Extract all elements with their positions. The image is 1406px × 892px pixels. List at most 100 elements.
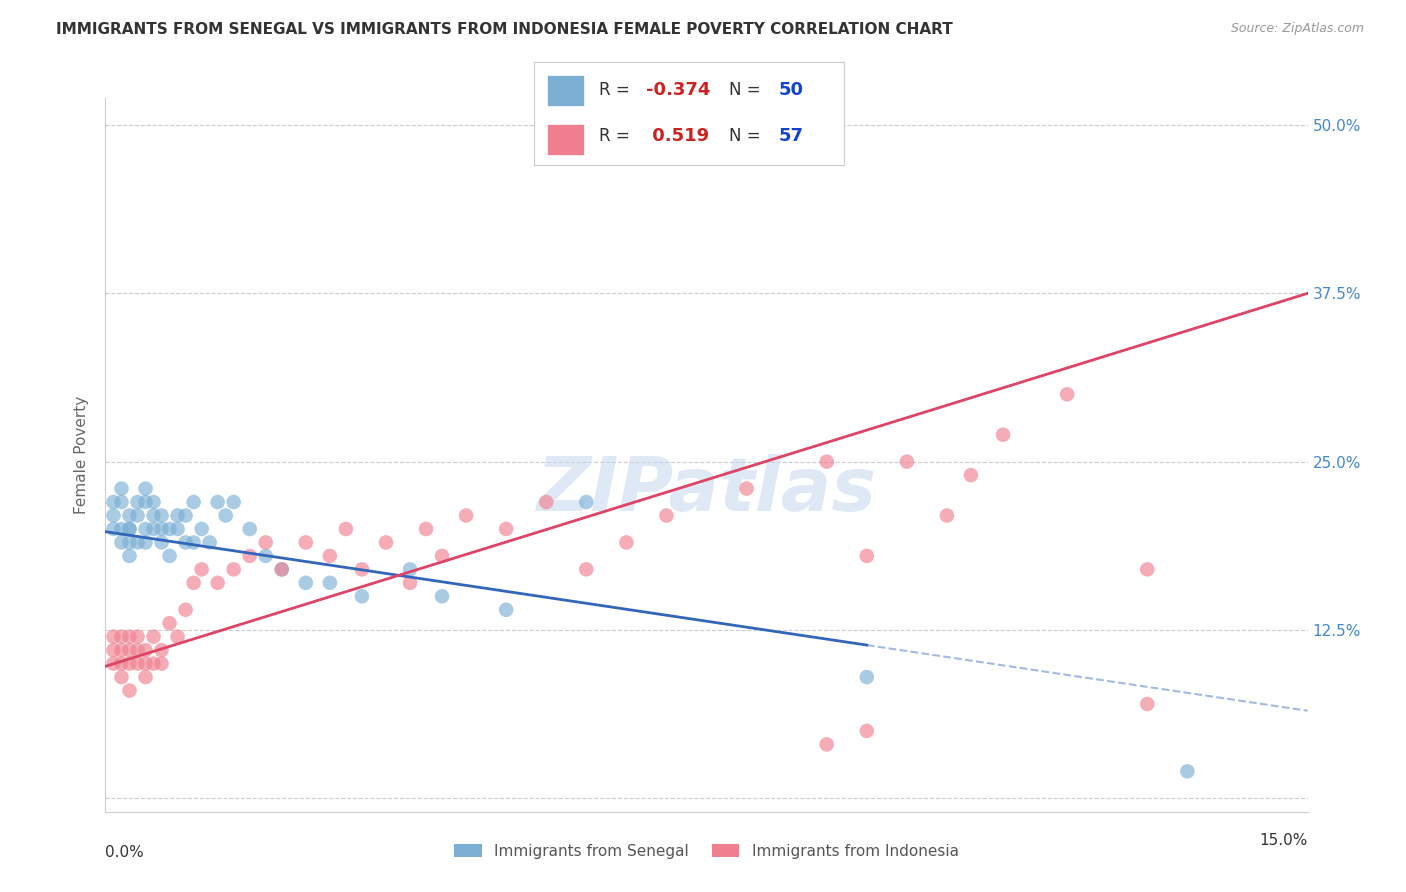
Point	[1056, 387, 1078, 401]
Text: IMMIGRANTS FROM SENEGAL VS IMMIGRANTS FROM INDONESIA FEMALE POVERTY CORRELATION : IMMIGRANTS FROM SENEGAL VS IMMIGRANTS FR…	[56, 22, 953, 37]
Point	[815, 738, 838, 752]
Point	[118, 522, 141, 536]
Point	[103, 630, 125, 644]
Point	[127, 657, 149, 671]
Point	[399, 575, 422, 590]
Point	[1136, 697, 1159, 711]
Point	[936, 508, 959, 523]
Point	[135, 495, 157, 509]
Text: -0.374: -0.374	[645, 80, 710, 99]
Point	[118, 535, 141, 549]
Point	[118, 522, 141, 536]
Point	[166, 508, 188, 523]
Text: 57: 57	[779, 128, 804, 145]
Point	[118, 643, 141, 657]
Text: N =: N =	[730, 80, 766, 99]
Point	[150, 508, 173, 523]
Legend: Immigrants from Senegal, Immigrants from Indonesia: Immigrants from Senegal, Immigrants from…	[449, 838, 965, 864]
Point	[430, 589, 453, 603]
Point	[118, 657, 141, 671]
Text: R =: R =	[599, 128, 641, 145]
Point	[118, 630, 141, 644]
Point	[415, 522, 437, 536]
Point	[150, 643, 173, 657]
Point	[135, 522, 157, 536]
Point	[190, 522, 212, 536]
Point	[575, 562, 598, 576]
Point	[815, 455, 838, 469]
Point	[142, 630, 165, 644]
Point	[207, 495, 229, 509]
Text: N =: N =	[730, 128, 766, 145]
Point	[118, 683, 141, 698]
Point	[198, 535, 221, 549]
Text: 50: 50	[779, 80, 804, 99]
Point	[534, 495, 557, 509]
Point	[103, 657, 125, 671]
Point	[575, 495, 598, 509]
Point	[735, 482, 758, 496]
Point	[350, 589, 373, 603]
Point	[319, 575, 342, 590]
Point	[135, 657, 157, 671]
Point	[495, 522, 517, 536]
Point	[150, 522, 173, 536]
Point	[110, 482, 132, 496]
Point	[207, 575, 229, 590]
Point	[135, 535, 157, 549]
Point	[1177, 764, 1199, 779]
Point	[855, 670, 877, 684]
Point	[135, 670, 157, 684]
Point	[174, 603, 197, 617]
Point	[319, 549, 342, 563]
Text: Source: ZipAtlas.com: Source: ZipAtlas.com	[1230, 22, 1364, 36]
Point	[350, 562, 373, 576]
Point	[399, 562, 422, 576]
Point	[110, 670, 132, 684]
Point	[174, 535, 197, 549]
Point	[142, 657, 165, 671]
Point	[166, 522, 188, 536]
Point	[118, 549, 141, 563]
Point	[135, 643, 157, 657]
Point	[991, 427, 1014, 442]
Point	[616, 535, 638, 549]
Point	[103, 643, 125, 657]
Bar	[547, 75, 583, 105]
Text: R =: R =	[599, 80, 636, 99]
Point	[239, 549, 262, 563]
Text: ZIPatlas: ZIPatlas	[537, 454, 876, 527]
Point	[110, 643, 132, 657]
Point	[270, 562, 292, 576]
Point	[214, 508, 236, 523]
Point	[183, 575, 205, 590]
Point	[142, 522, 165, 536]
Bar	[547, 124, 583, 155]
Point	[110, 522, 132, 536]
Point	[239, 522, 262, 536]
Point	[150, 535, 173, 549]
Point	[190, 562, 212, 576]
Point	[118, 508, 141, 523]
Text: 0.0%: 0.0%	[105, 846, 145, 861]
Point	[103, 495, 125, 509]
Point	[103, 508, 125, 523]
Point	[110, 630, 132, 644]
Point	[127, 535, 149, 549]
Point	[183, 535, 205, 549]
Point	[159, 522, 181, 536]
Point	[335, 522, 357, 536]
Point	[222, 495, 245, 509]
Point	[1136, 562, 1159, 576]
Point	[103, 522, 125, 536]
Point	[127, 508, 149, 523]
Point	[295, 535, 318, 549]
Point	[127, 495, 149, 509]
Point	[127, 643, 149, 657]
Text: 0.519: 0.519	[645, 128, 709, 145]
Point	[430, 549, 453, 563]
Point	[855, 723, 877, 738]
Text: 15.0%: 15.0%	[1260, 833, 1308, 848]
Point	[222, 562, 245, 576]
Point	[110, 657, 132, 671]
